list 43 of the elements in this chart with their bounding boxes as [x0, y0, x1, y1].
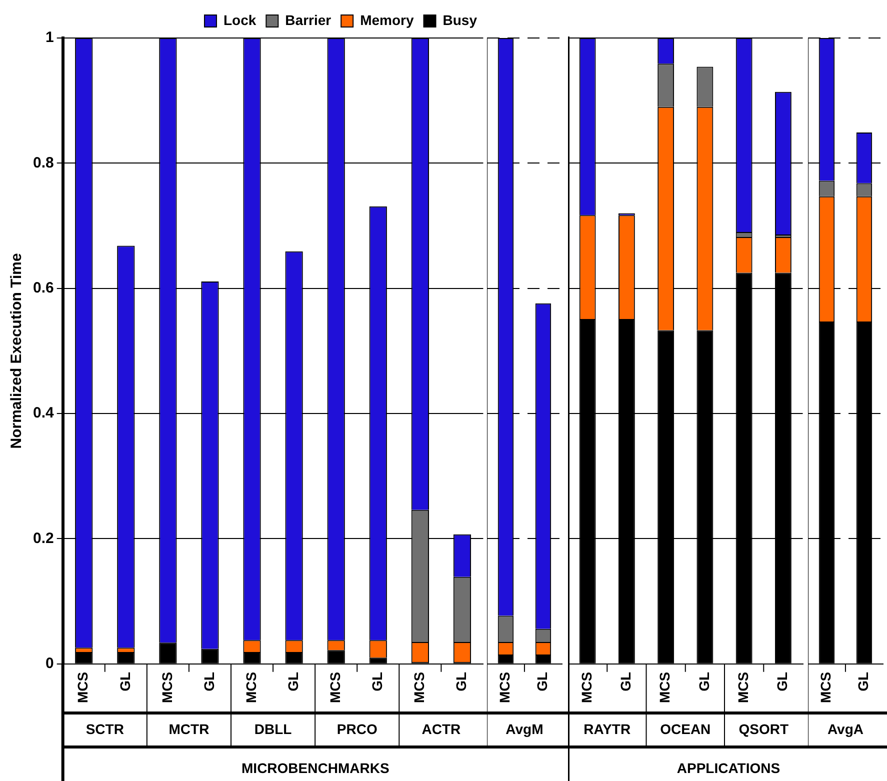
text: RAYTR [584, 720, 631, 737]
text: ACTR [422, 720, 461, 737]
x-tick-label: GL [534, 671, 550, 692]
text: OCEAN [660, 720, 711, 737]
x-tick-label: MCS [734, 672, 751, 704]
text: DBLL [254, 720, 292, 737]
x-tick-label: GL [284, 671, 301, 692]
y-tick-label: 0.4 [32, 404, 54, 422]
legend-label: Lock [223, 12, 256, 28]
x-tick-label: MCS [158, 672, 175, 704]
x-tick-label: GL [368, 671, 385, 692]
y-tick-label: 0 [46, 655, 54, 672]
legend-label: Barrier [285, 12, 332, 28]
text: MICROBENCHMARKS [240, 759, 390, 778]
x-tick-label: GL [855, 671, 872, 692]
x-tick-label: GL [116, 671, 133, 692]
x-tick-label: GL [618, 671, 634, 692]
text: QSORT [738, 720, 789, 737]
x-tick-label: MCS [496, 672, 513, 704]
x-tick-label: GL [696, 671, 712, 692]
x-tick-label: MCS [326, 672, 343, 704]
x-tick-label: GL [453, 671, 470, 692]
legend-label: Busy [442, 12, 478, 28]
x-tick-label: MCS [242, 672, 259, 704]
x-tick-label: MCS [656, 672, 673, 704]
y-axis-title: Normalized Execution Time [8, 253, 26, 449]
y-tick-label: 0.2 [32, 530, 54, 547]
x-tick-label: MCS [74, 672, 91, 704]
text: AvgM [506, 720, 544, 737]
text: APPLICATIONS [676, 759, 782, 778]
text: AvgA [827, 720, 864, 737]
y-tick-label: 0.6 [32, 279, 54, 296]
x-tick-label: GL [774, 671, 790, 692]
text: PRCO [336, 720, 378, 737]
x-tick-label: GL [200, 671, 217, 692]
text: SCTR [86, 720, 124, 737]
legend-label: Memory [360, 12, 414, 28]
y-tick-label: 1 [46, 29, 54, 46]
y-tick-label: 0.8 [32, 154, 54, 172]
text: MCTR [168, 720, 210, 737]
x-tick-label: MCS [578, 672, 594, 704]
x-tick-label: MCS [411, 672, 428, 704]
x-tick-label: MCS [818, 672, 834, 704]
